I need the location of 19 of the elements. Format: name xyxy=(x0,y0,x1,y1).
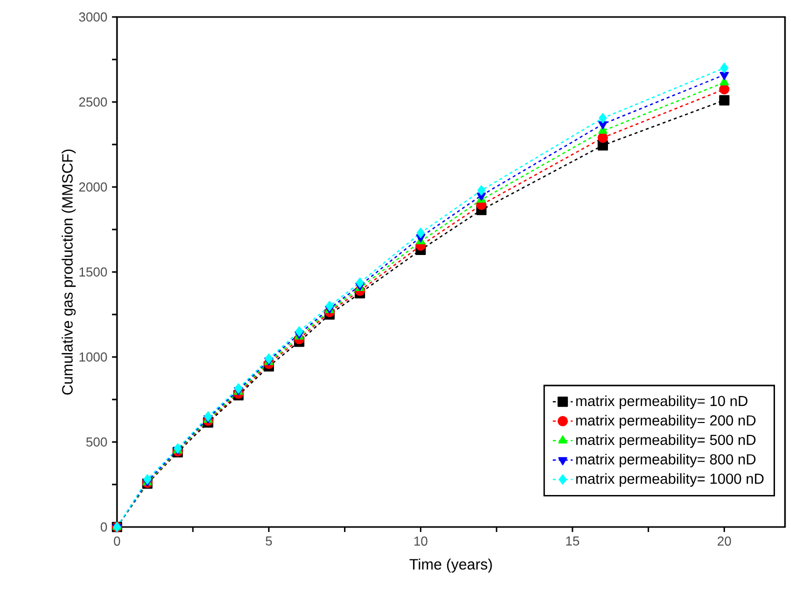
x-tick-label: 5 xyxy=(266,536,272,546)
y-tick-label: 2500 xyxy=(79,97,107,107)
y-tick-label: 3000 xyxy=(79,12,107,22)
y-tick-label: 500 xyxy=(86,437,107,447)
y-tick-label: 1500 xyxy=(80,267,107,277)
y-tick-label: 1000 xyxy=(80,352,107,362)
x-axis-title: Time (years) xyxy=(410,558,492,573)
x-tick-label: 20 xyxy=(718,536,731,546)
legend-label: matrix permeability= 500 nD xyxy=(576,434,756,448)
x-tick-label: 10 xyxy=(414,536,428,546)
x-tick-label: 15 xyxy=(566,536,580,546)
y-tick-label: 0 xyxy=(100,522,107,532)
legend-label: matrix permeability= 800 nD xyxy=(576,454,756,468)
x-tick-label: 0 xyxy=(114,536,120,546)
legend-label: matrix permeability= 1000 nD xyxy=(576,473,764,487)
y-tick-label: 2000 xyxy=(79,182,107,192)
legend-label: matrix permeability= 10 nD xyxy=(576,395,748,410)
y-axis-title: Cumulative gas production (MMSCF) xyxy=(62,150,76,395)
legend-label: matrix permeability= 200 nD xyxy=(576,414,756,428)
